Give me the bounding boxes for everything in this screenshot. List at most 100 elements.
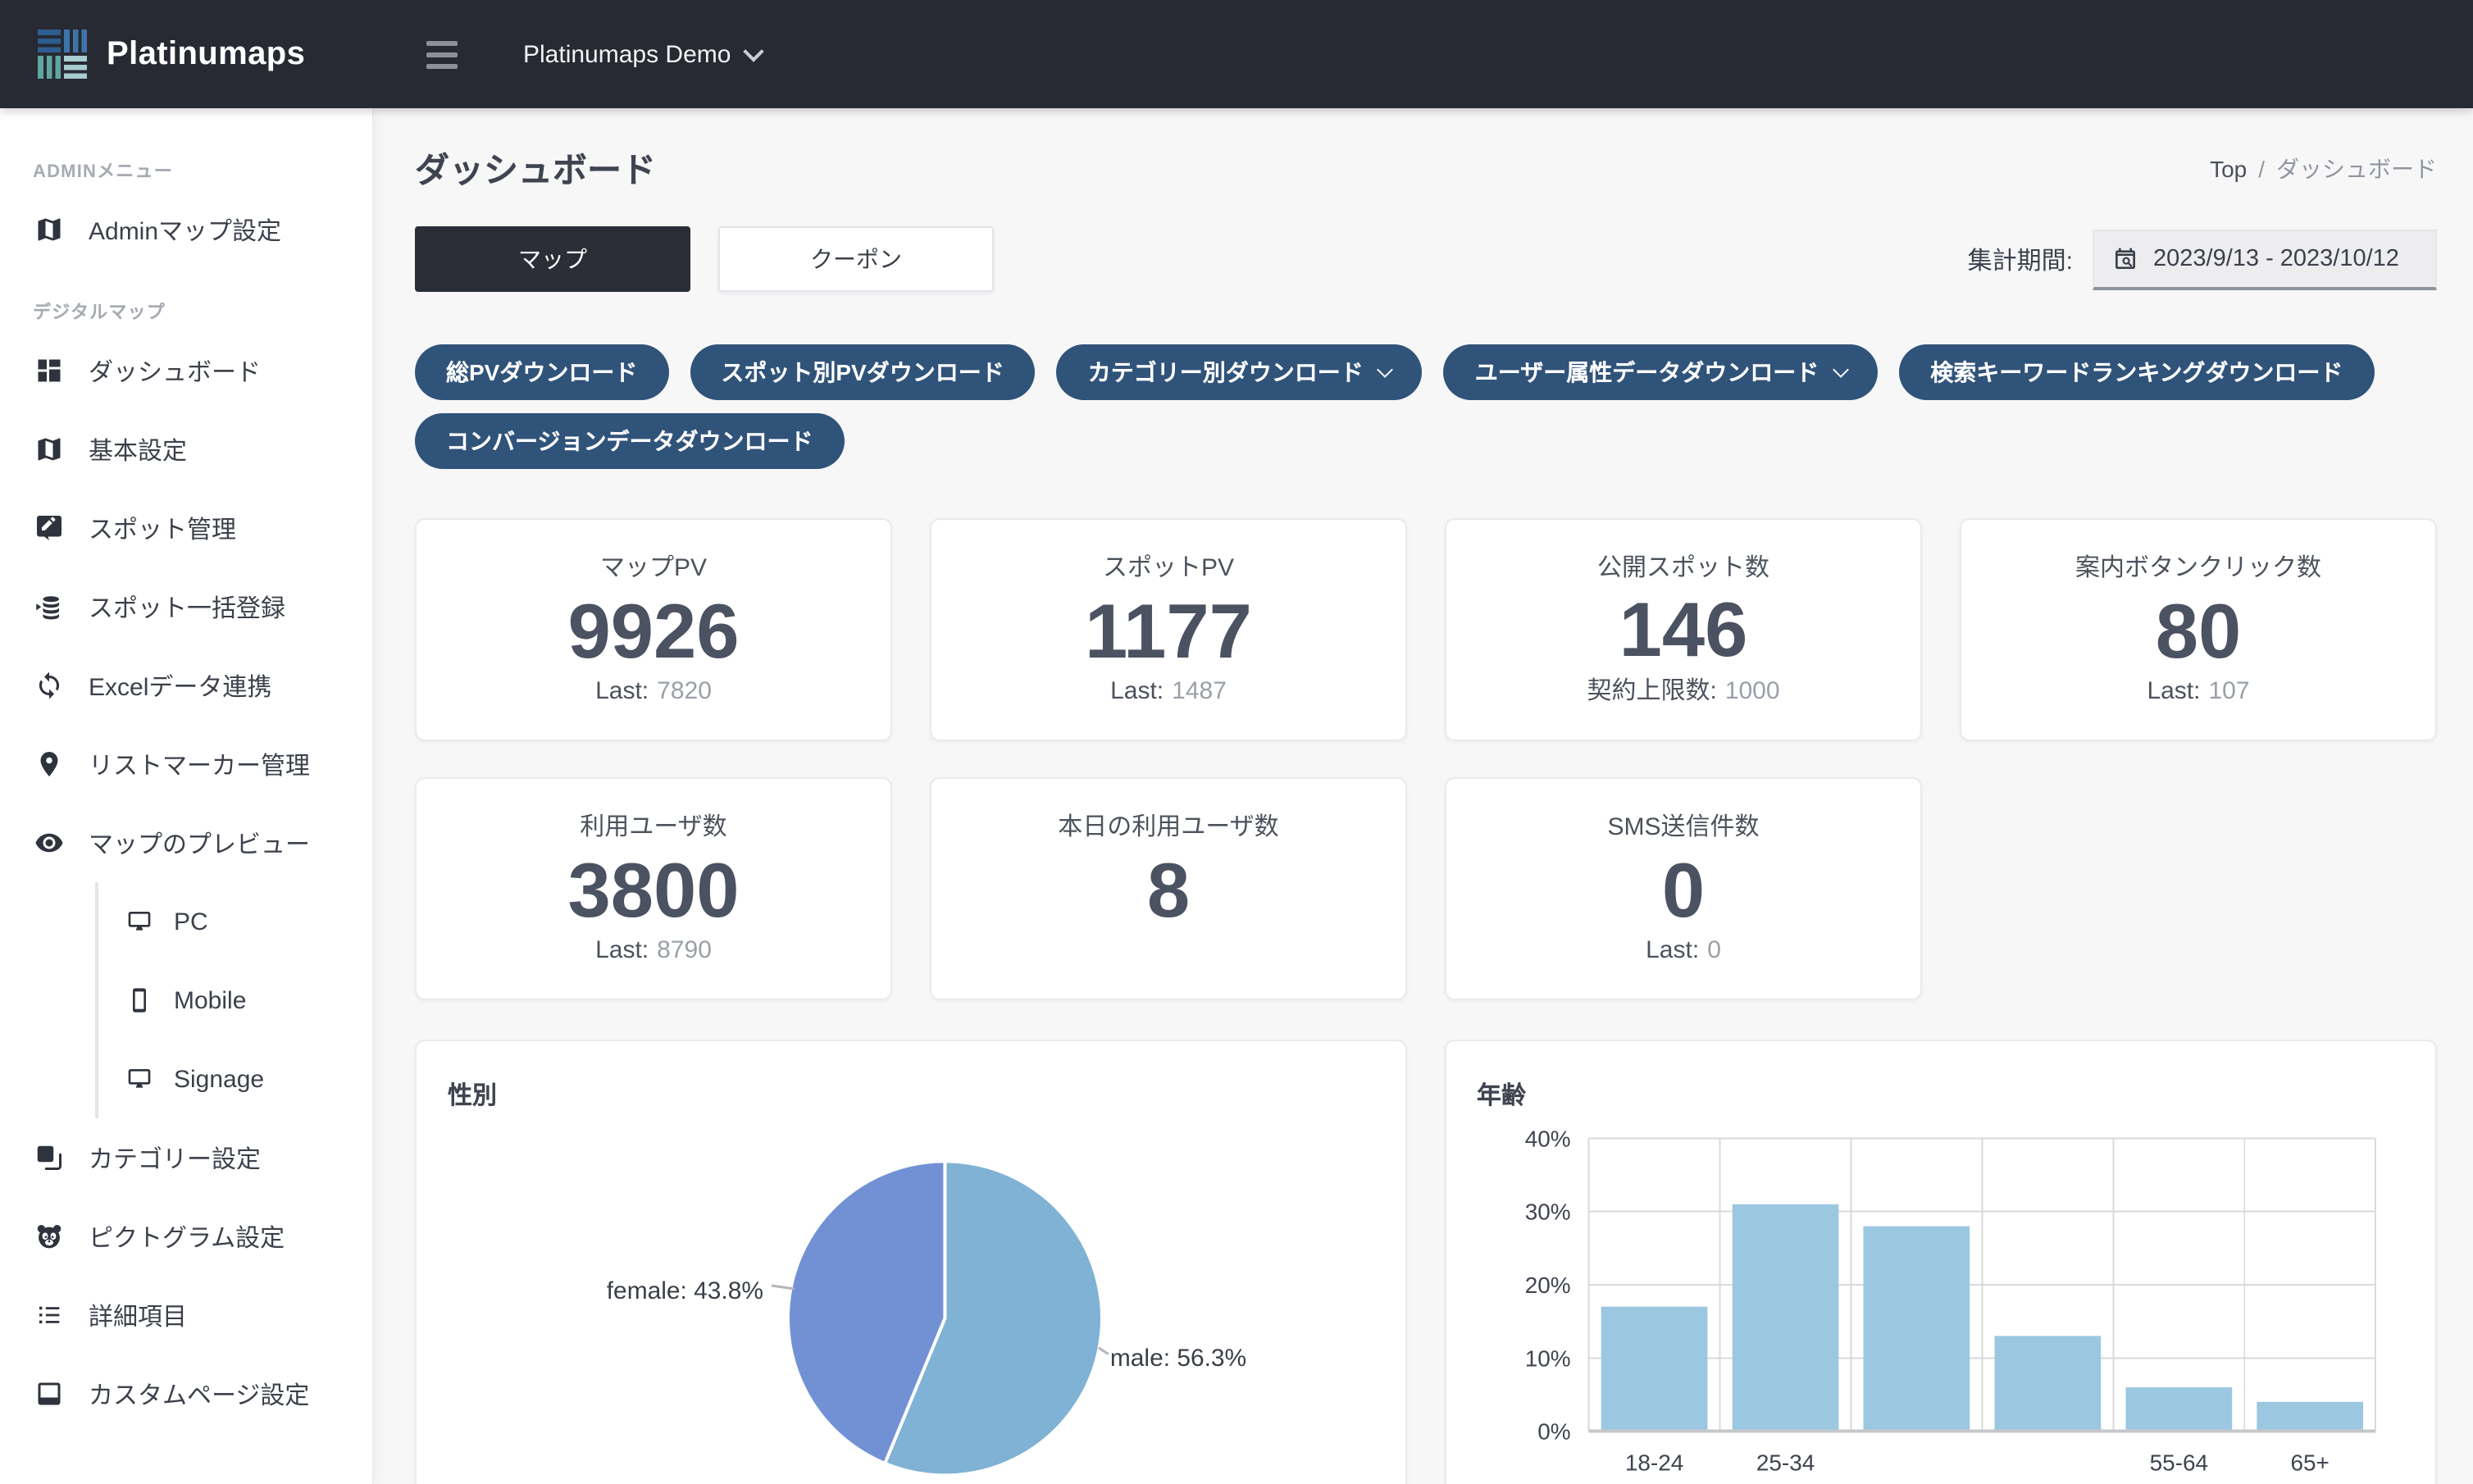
stat-card-value: 0 — [1661, 846, 1706, 933]
y-tick-label: 40% — [1524, 1126, 1570, 1151]
total-pv-download-button[interactable]: 総PVダウンロード — [415, 344, 669, 400]
sidebar-subitem-signage[interactable]: Signage — [98, 1040, 372, 1118]
stat-card-subtext: Last: 8790 — [595, 936, 712, 964]
sidebar-item-list-marker-management[interactable]: リストマーカー管理 — [0, 725, 372, 803]
sidebar-item-pictogram-settings[interactable]: ピクトグラム設定 — [0, 1197, 372, 1276]
date-range-input[interactable]: 2023/9/13 - 2023/10/12 — [2093, 229, 2437, 289]
sidebar-item-label: カテゴリー設定 — [89, 1145, 262, 1173]
sidebar-item-map-preview[interactable]: マップのプレビュー — [0, 803, 372, 882]
workspace-name: Platinumaps Demo — [523, 40, 731, 68]
search-keyword-ranking-download-button[interactable]: 検索キーワードランキングダウンロード — [1899, 344, 2375, 400]
workspace-selector[interactable]: Platinumaps Demo — [523, 40, 764, 68]
download-button-label: 検索キーワードランキングダウンロード — [1930, 359, 2343, 385]
mobile-icon — [133, 988, 146, 1013]
stat-card-map-pv: マップPV 9926 Last: 7820 — [415, 518, 892, 741]
sidebar-subitem-label: Mobile — [174, 986, 247, 1014]
top-header: Platinumaps Platinumaps Demo — [0, 0, 2473, 108]
stat-cards-row-2: 利用ユーザ数 3800 Last: 8790 本日の利用ユーザ数 8 SMS送信件… — [415, 777, 2437, 1000]
stat-card-users: 利用ユーザ数 3800 Last: 8790 — [415, 777, 892, 1000]
platinumaps-logo-icon — [38, 30, 87, 79]
layers-icon — [37, 1145, 61, 1170]
tab-label: マップ — [518, 246, 587, 272]
stat-card-subtext — [1164, 936, 1173, 966]
sidebar-item-spot-bulk-register[interactable]: スポット一括登録 — [0, 567, 372, 646]
brand-name: Platinumaps — [107, 35, 306, 71]
database-icon — [36, 596, 59, 620]
user-attribute-download-button[interactable]: ユーザー属性データダウンロード — [1443, 344, 1879, 400]
tab-coupon[interactable]: クーポン — [718, 226, 994, 292]
sidebar-item-label: スポット一括登録 — [89, 594, 286, 622]
pie-label-male: male: 56.3% — [1110, 1345, 1246, 1372]
stat-card-subtext: Last: 1487 — [1110, 677, 1227, 705]
date-range-value: 2023/9/13 - 2023/10/12 — [2153, 245, 2399, 271]
tab-map[interactable]: マップ — [415, 226, 690, 292]
sidebar-item-detail-items[interactable]: 詳細項目 — [0, 1276, 372, 1354]
sidebar-item-basic-settings[interactable]: 基本設定 — [0, 410, 372, 489]
logo-stripe-block — [64, 56, 87, 79]
date-range-label: 集計期間: — [1967, 247, 2073, 275]
sidebar-item-excel-data-sync[interactable]: Excelデータ連携 — [0, 646, 372, 725]
panda-icon — [37, 1225, 61, 1249]
stat-card-guide-button-clicks: 案内ボタンクリック数 80 Last: 107 — [1960, 518, 2437, 741]
chevron-down-icon — [742, 40, 764, 61]
brand[interactable]: Platinumaps — [0, 30, 372, 79]
y-tick-label: 30% — [1524, 1199, 1570, 1225]
sidebar-subgroup: PC Mobile Signage — [95, 882, 372, 1118]
sidebar-section-label: デジタルマップ — [33, 303, 166, 323]
sidebar-item-label: リストマーカー管理 — [89, 752, 311, 780]
chevron-down-icon — [1377, 362, 1394, 378]
stat-card-value: 80 — [2155, 587, 2242, 674]
stat-card-title: 案内ボタンクリック数 — [2074, 554, 2321, 582]
download-buttons: 総PVダウンロード スポット別PVダウンロード カテゴリー別ダウンロード ユーザ… — [415, 344, 2437, 469]
pie-label-connector — [1098, 1346, 1109, 1356]
sidebar-item-label: Excelデータ連携 — [89, 673, 272, 701]
pie-label-connector — [771, 1284, 795, 1291]
bar-18-24 — [1600, 1306, 1707, 1432]
download-button-label: コンバージョンデータダウンロード — [446, 428, 813, 454]
calendar-search-icon — [2115, 247, 2135, 268]
spot-pv-download-button[interactable]: スポット別PVダウンロード — [690, 344, 1036, 400]
eye-icon — [35, 833, 63, 853]
gender-pie-chart: male: 56.3% female: 43.8% — [607, 1159, 1246, 1477]
stat-card-title: スポットPV — [1102, 554, 1234, 582]
stat-card-value: 8 — [1146, 846, 1191, 933]
sidebar-item-label: スポット管理 — [89, 516, 237, 544]
download-button-label: 総PVダウンロード — [446, 359, 638, 385]
sidebar-item-dashboard[interactable]: ダッシュボード — [0, 331, 372, 410]
sidebar-item-label: カスタムページ設定 — [89, 1382, 310, 1409]
stat-card-title: SMS送信件数 — [1607, 813, 1760, 841]
tab-label: クーポン — [810, 246, 902, 272]
conversion-download-button[interactable]: コンバージョンデータダウンロード — [415, 413, 845, 469]
logo-stripe-block — [38, 56, 61, 79]
sidebar-subitem-pc[interactable]: PC — [98, 882, 372, 961]
age-chart-title: 年齢 — [1477, 1082, 1527, 1110]
map-icon — [38, 438, 61, 461]
sidebar-subitem-label: PC — [174, 908, 208, 935]
sidebar-item-custom-page-settings[interactable]: カスタムページ設定 — [0, 1354, 372, 1433]
download-button-label: カテゴリー別ダウンロード — [1087, 359, 1364, 385]
sidebar-item-label: ピクトグラム設定 — [89, 1224, 285, 1252]
age-chart-card: 40% 30% 20% 10% 0% 18-24 25-34 55-64 65+ 年齢 — [1444, 1040, 2437, 1484]
stat-card-today-users: 本日の利用ユーザ数 8 — [930, 777, 1407, 1000]
charts-row: male: 56.3% female: 43.8% 性別 40% 30% 20% 10%… — [415, 1040, 2437, 1484]
x-tick-label: 55-64 — [2149, 1450, 2207, 1475]
menu-toggle-button[interactable] — [420, 30, 464, 78]
stat-card-subtext: Last: 107 — [2147, 677, 2250, 705]
category-download-button[interactable]: カテゴリー別ダウンロード — [1056, 344, 1423, 400]
download-buttons-row-1: 総PVダウンロード スポット別PVダウンロード カテゴリー別ダウンロード ユーザ… — [415, 344, 2437, 400]
breadcrumb: Top / ダッシュボード — [2210, 152, 2437, 185]
stat-card-title: 本日の利用ユーザ数 — [1058, 813, 1279, 841]
sidebar-item-label: 詳細項目 — [89, 1303, 188, 1331]
sidebar-item-spot-management[interactable]: スポット管理 — [0, 489, 372, 567]
gender-chart-title: 性別 — [448, 1082, 498, 1110]
sidebar-item-admin-map-settings[interactable]: Adminマップ設定 — [0, 190, 372, 269]
sidebar-item-category-settings[interactable]: カテゴリー設定 — [0, 1118, 372, 1197]
breadcrumb-top-link[interactable]: Top — [2210, 156, 2248, 182]
stat-card-title: 公開スポット数 — [1596, 554, 1769, 582]
sidebar-subitem-mobile[interactable]: Mobile — [98, 961, 372, 1040]
sidebar-subitem-label: Signage — [174, 1065, 265, 1093]
y-tick-label: 0% — [1537, 1419, 1569, 1445]
date-range-filter: 集計期間: 2023/9/13 - 2023/10/12 — [1968, 229, 2437, 289]
dashboard-icon — [38, 359, 61, 382]
hamburger-icon — [426, 40, 458, 45]
